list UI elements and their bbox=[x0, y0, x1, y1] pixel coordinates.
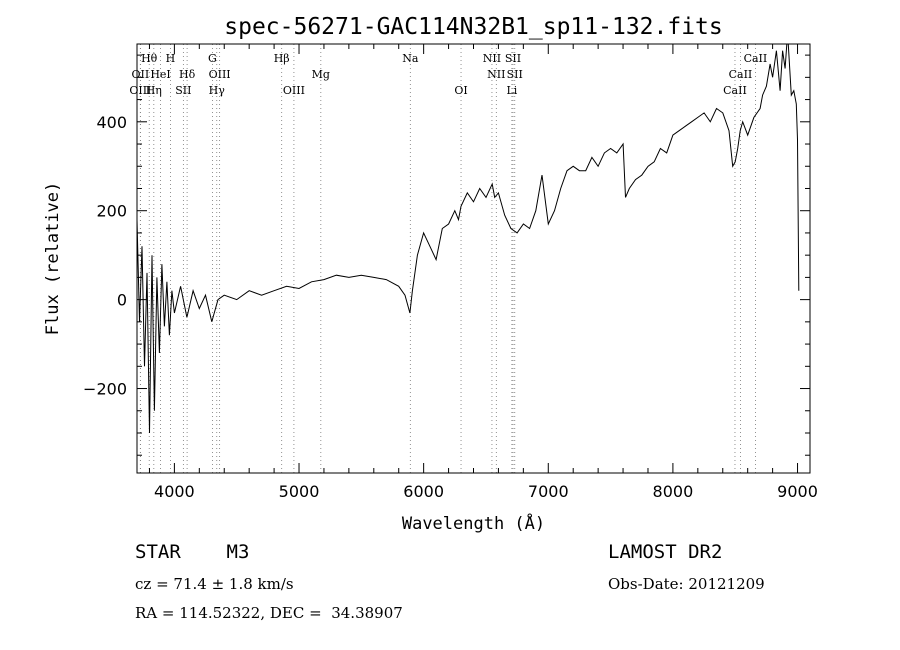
redshift-label: cz = 71.4 ± 1.8 km/s bbox=[135, 575, 294, 593]
y-tick-label: −200 bbox=[83, 380, 127, 399]
y-axis-label: Flux (relative) bbox=[43, 182, 63, 336]
line-label-8: OII bbox=[132, 68, 150, 81]
x-tick-label: 6000 bbox=[403, 482, 444, 501]
line-label-10: Hδ bbox=[179, 68, 196, 81]
survey-label: LAMOST DR2 bbox=[608, 541, 723, 563]
line-label-12: Mg bbox=[312, 68, 330, 81]
line-label-19: Hγ bbox=[209, 84, 226, 97]
line-label-1: H bbox=[166, 52, 176, 65]
y-tick-label: 0 bbox=[117, 291, 127, 310]
line-label-16: OIII bbox=[129, 84, 151, 97]
spectrum-chart: spec-56271-GAC114N32B1_sp11-132.fits Hθ H G… bbox=[43, 14, 818, 534]
line-label-18: SII bbox=[175, 84, 191, 97]
line-label-9: HeI bbox=[150, 68, 170, 81]
line-label-23: CaII bbox=[723, 84, 747, 97]
coordinates-label: RA = 114.52322, DEC = 34.38907 bbox=[135, 604, 403, 622]
line-label-21: OI bbox=[454, 84, 467, 97]
x-tick-label: 4000 bbox=[154, 482, 195, 501]
y-tick-label: 200 bbox=[96, 202, 127, 221]
line-label-5: NII bbox=[483, 52, 501, 65]
line-label-15: CaII bbox=[729, 68, 753, 81]
line-label-3: Hβ bbox=[274, 52, 290, 65]
obs-date-label: Obs-Date: 20121209 bbox=[608, 575, 765, 593]
object-class-label: STAR M3 bbox=[135, 541, 250, 563]
y-tick-label: 400 bbox=[96, 113, 127, 132]
line-label-2: G bbox=[208, 52, 217, 65]
line-label-0: Hθ bbox=[141, 52, 158, 65]
x-axis-label: Wavelength (Å) bbox=[402, 512, 545, 534]
line-label-17: Hη bbox=[146, 84, 162, 97]
chart-title: spec-56271-GAC114N32B1_sp11-132.fits bbox=[224, 14, 723, 40]
line-label-7: CaII bbox=[744, 52, 768, 65]
line-label-22: Li bbox=[506, 84, 517, 97]
line-label-20: OIII bbox=[283, 84, 305, 97]
plot-frame bbox=[136, 43, 811, 474]
line-label-14: SII bbox=[507, 68, 523, 81]
line-label-4: Na bbox=[402, 52, 419, 65]
line-label-11: OIII bbox=[209, 68, 231, 81]
spectrum-line bbox=[137, 44, 800, 434]
x-tick-label: 8000 bbox=[653, 482, 694, 501]
line-label-13: NII bbox=[487, 68, 505, 81]
x-tick-label: 7000 bbox=[528, 482, 569, 501]
x-tick-label: 9000 bbox=[777, 482, 818, 501]
line-label-6: SII bbox=[505, 52, 521, 65]
x-tick-label: 5000 bbox=[279, 482, 320, 501]
